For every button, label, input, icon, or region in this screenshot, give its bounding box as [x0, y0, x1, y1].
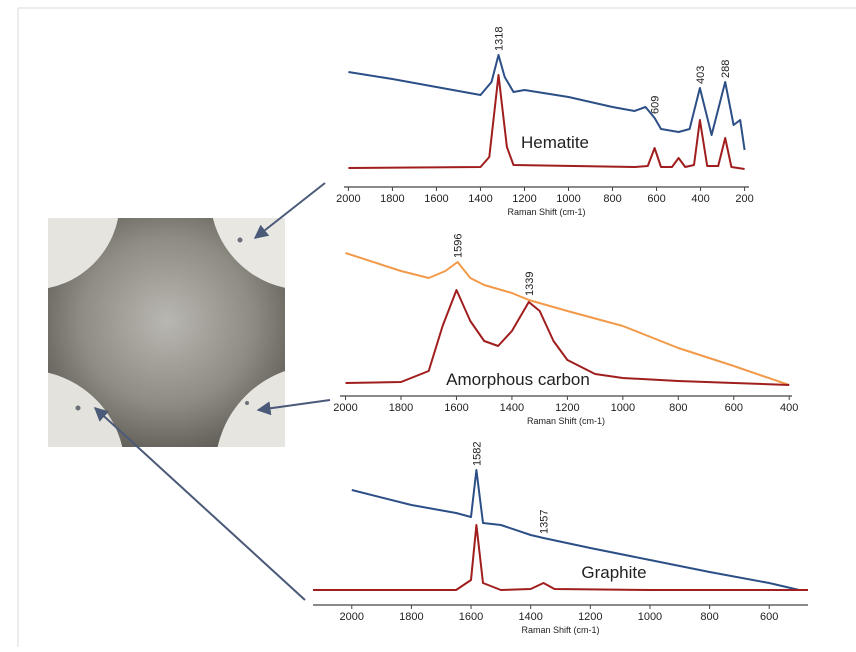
peak-label: 1339	[524, 272, 536, 296]
peak-label: 403	[695, 66, 707, 84]
figure: 2000 1800 1600 1400 1200 1000 800 600 400 200 Rama…	[0, 0, 856, 647]
x-tick-label: 1600	[424, 193, 448, 205]
x-tick-label: 1000	[611, 402, 635, 414]
peak-label: 609	[650, 96, 662, 114]
spectrum-line	[346, 253, 790, 385]
x-tick-label: 1800	[399, 611, 423, 623]
x-tick-label: 1000	[556, 193, 580, 205]
x-tick-label: 2000	[333, 402, 357, 414]
x-tick-label: 800	[603, 193, 621, 205]
x-tick-label: 600	[647, 193, 665, 205]
spectrum-line	[313, 525, 808, 590]
x-tick-label: 1400	[518, 611, 542, 623]
x-tick-label: 1200	[555, 402, 579, 414]
spectrum-name: Amorphous carbon	[446, 370, 590, 389]
x-tick-label: 1600	[459, 611, 483, 623]
x-tick-label: 2000	[336, 193, 360, 205]
spectrum-line	[348, 75, 744, 169]
x-tick-label: 1400	[468, 193, 492, 205]
peak-label: 1596	[453, 234, 465, 258]
x-tick-label: 1400	[500, 402, 524, 414]
arrow	[255, 183, 325, 238]
x-axis-label: Raman Shift (cm-1)	[521, 625, 599, 635]
x-axis-label: Raman Shift (cm-1)	[527, 416, 605, 426]
spectrum-line	[352, 470, 799, 590]
micrograph	[0, 100, 425, 575]
x-tick-label: 1200	[578, 611, 602, 623]
x-tick-label: 1800	[380, 193, 404, 205]
page: {"chart_data": [ {"type": "line", "label…	[0, 0, 856, 647]
x-tick-label: 400	[780, 402, 798, 414]
spectrum-name: Graphite	[581, 563, 646, 582]
x-tick-label: 600	[725, 402, 743, 414]
x-tick-label: 800	[669, 402, 687, 414]
x-tick-label: 600	[760, 611, 778, 623]
x-tick-label: 200	[735, 193, 753, 205]
x-tick-label: 1000	[638, 611, 662, 623]
peak-label: 1357	[539, 510, 551, 534]
x-axis-label: Raman Shift (cm-1)	[507, 207, 585, 217]
x-tick-label: 2000	[340, 611, 364, 623]
x-tick-label: 1600	[444, 402, 468, 414]
spectrum-name: Hematite	[521, 133, 589, 152]
peak-label: 1318	[494, 27, 506, 51]
x-tick-label: 1800	[389, 402, 413, 414]
x-tick-label: 400	[691, 193, 709, 205]
x-tick-label: 800	[700, 611, 718, 623]
peak-label: 288	[720, 60, 732, 78]
peak-label: 1582	[471, 442, 483, 466]
x-tick-label: 1200	[512, 193, 536, 205]
